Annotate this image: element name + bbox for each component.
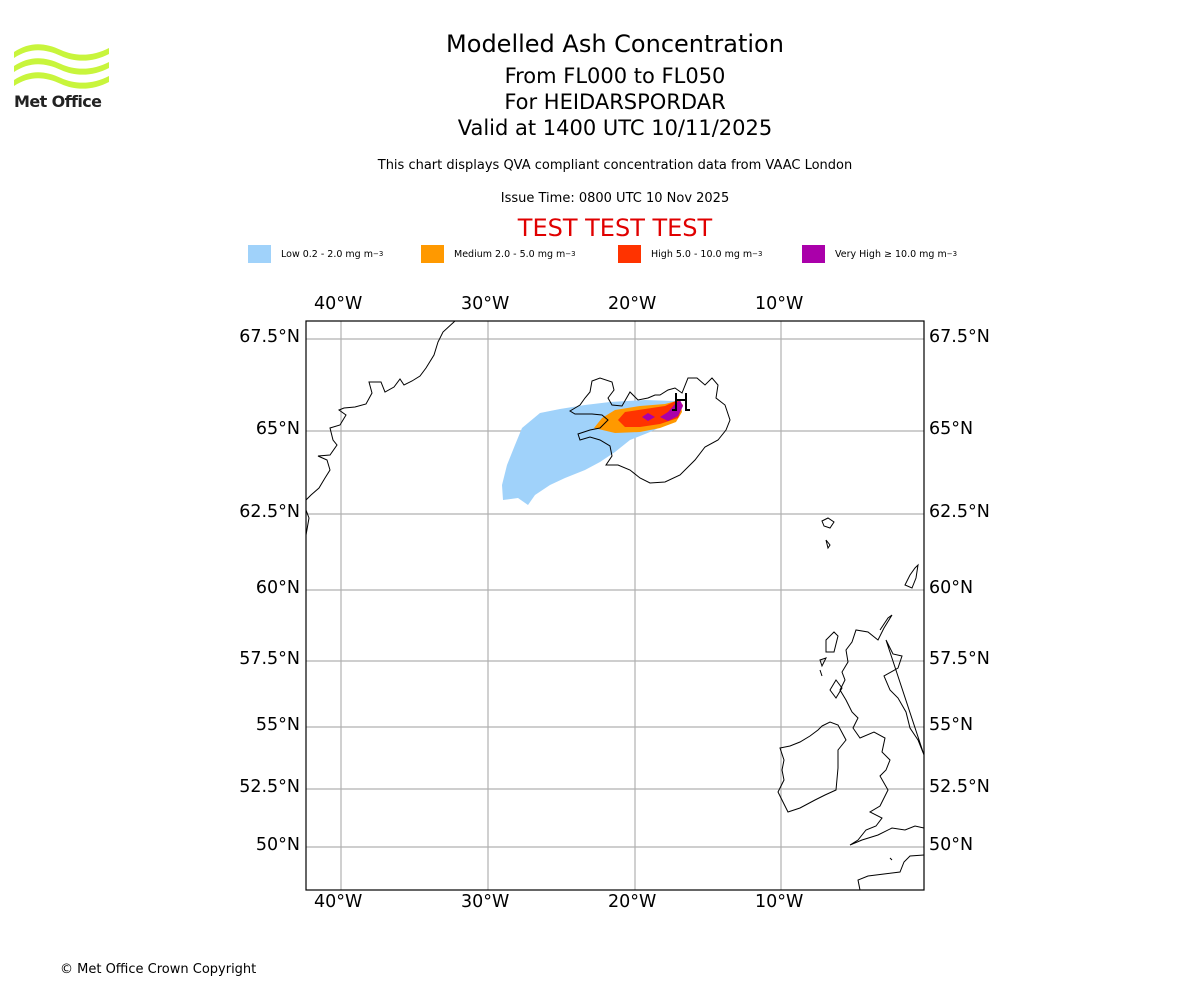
test-banner: TEST TEST TEST xyxy=(517,214,713,242)
coastline-iceland xyxy=(569,377,731,484)
flight-levels: From FL000 to FL050 xyxy=(504,64,726,88)
copyright: © Met Office Crown Copyright xyxy=(60,962,257,977)
lat-tick-right: 57.5°N xyxy=(929,649,990,669)
valid-time: Valid at 1400 UTC 10/11/2025 xyxy=(457,116,773,140)
lat-tick-right: 65°N xyxy=(929,419,974,439)
lat-tick-right: 50°N xyxy=(929,835,974,855)
lat-tick-left: 52.5°N xyxy=(239,777,300,797)
legend-item-high: High 5.0 - 10.0 mg m −3 xyxy=(618,244,763,264)
lat-tick-right: 55°N xyxy=(929,715,974,735)
coastline-great-britain xyxy=(839,614,924,846)
met-office-logo-icon xyxy=(14,44,109,89)
legend-exponent: −3 xyxy=(565,250,576,258)
logo-name: Met Office xyxy=(14,92,102,111)
lon-tick-top: 40°W xyxy=(314,294,363,314)
lat-tick-left: 67.5°N xyxy=(239,327,300,347)
volcano-icon xyxy=(672,393,690,411)
coastline-ireland xyxy=(777,721,847,813)
legend-label: High 5.0 - 10.0 mg m xyxy=(651,248,753,260)
legend-item-medium: Medium 2.0 - 5.0 mg m −3 xyxy=(421,244,576,264)
legend-exponent: −3 xyxy=(752,250,763,258)
lat-tick-left: 50°N xyxy=(255,835,300,855)
lon-tick-bottom: 10°W xyxy=(755,892,804,912)
legend-label: Medium 2.0 - 5.0 mg m xyxy=(454,248,566,260)
coastline-hebrides xyxy=(819,631,843,699)
lat-tick-right: 67.5°N xyxy=(929,327,990,347)
legend-exponent: −3 xyxy=(373,250,384,258)
legend-label: Low 0.2 - 2.0 mg m xyxy=(281,248,373,260)
coastline-faroe-islands xyxy=(821,517,835,550)
legend-label: Very High ≥ 10.0 mg m xyxy=(835,248,947,260)
volcano-name: For HEIDARSPORDAR xyxy=(504,90,726,114)
lon-tick-top: 10°W xyxy=(755,294,804,314)
lat-tick-right: 62.5°N xyxy=(929,502,990,522)
lat-tick-left: 55°N xyxy=(255,715,300,735)
coastline-france xyxy=(857,854,924,890)
lon-tick-top: 30°W xyxy=(461,294,510,314)
lon-tick-bottom: 40°W xyxy=(314,892,363,912)
lat-tick-right: 60°N xyxy=(929,578,974,598)
lon-tick-bottom: 30°W xyxy=(461,892,510,912)
legend-swatch-very-high xyxy=(802,245,825,263)
lon-tick-bottom: 20°W xyxy=(608,892,657,912)
legend-item-very-high: Very High ≥ 10.0 mg m −3 xyxy=(802,244,957,264)
lat-tick-left: 60°N xyxy=(255,578,300,598)
lat-tick-left: 57.5°N xyxy=(239,649,300,669)
coastline-greenland xyxy=(306,321,456,536)
ash-very-high-region xyxy=(642,400,683,421)
description: This chart displays QVA compliant concen… xyxy=(377,158,853,173)
legend-swatch-low xyxy=(248,245,271,263)
chart-title: Modelled Ash Concentration xyxy=(446,30,784,58)
legend-exponent: −3 xyxy=(946,250,958,258)
issue-time: Issue Time: 0800 UTC 10 Nov 2025 xyxy=(500,191,730,206)
lat-tick-right: 52.5°N xyxy=(929,777,990,797)
lat-tick-left: 62.5°N xyxy=(239,502,300,522)
legend-swatch-high xyxy=(618,245,641,263)
lon-tick-top: 20°W xyxy=(608,294,657,314)
lat-tick-left: 65°N xyxy=(255,419,300,439)
map-frame xyxy=(305,320,925,891)
legend-item-low: Low 0.2 - 2.0 mg m −3 xyxy=(248,244,383,264)
legend-swatch-medium xyxy=(421,245,444,263)
coastline-shetland xyxy=(904,563,919,589)
